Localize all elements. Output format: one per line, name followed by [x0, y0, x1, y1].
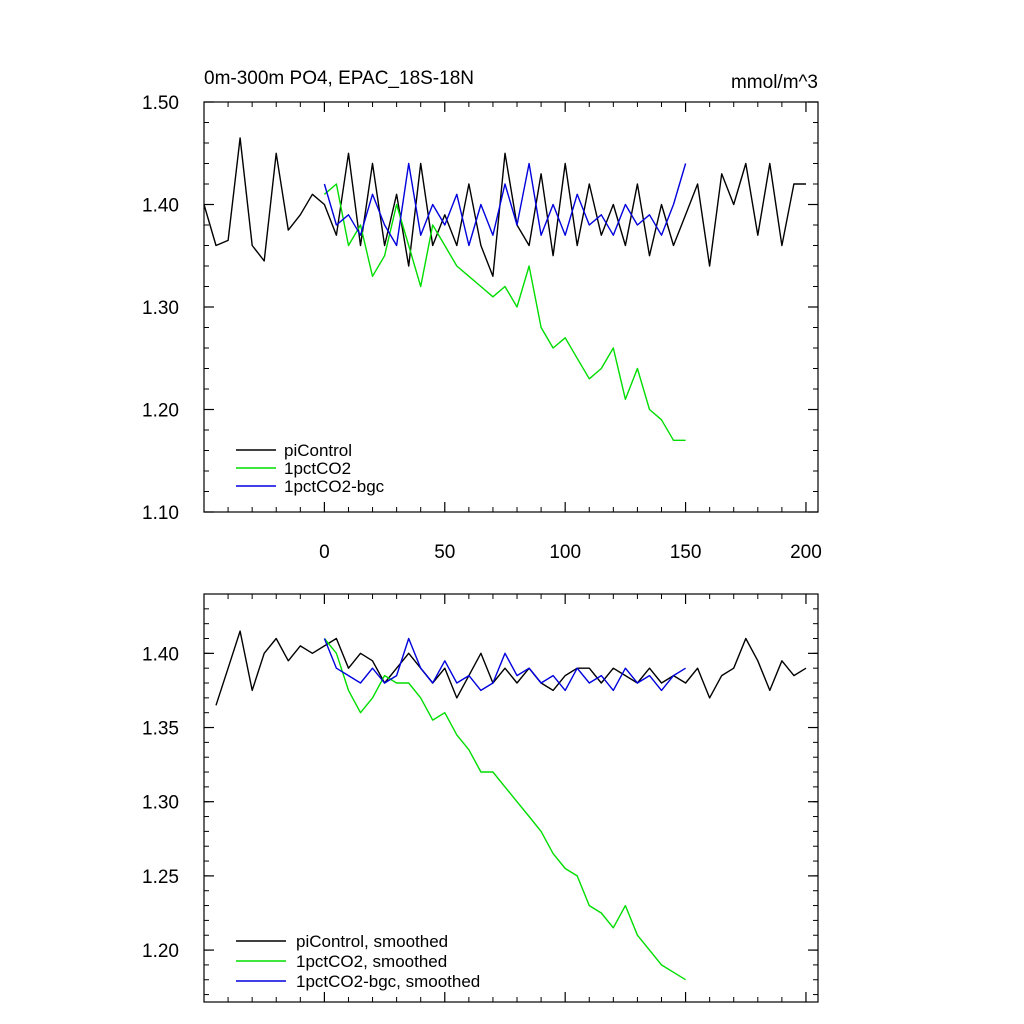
y-tick-label: 1.35	[142, 719, 179, 740]
y-tick-label: 1.40	[142, 196, 179, 217]
legend-label: piControl, smoothed	[296, 932, 448, 951]
units-label: mmol/m^3	[731, 72, 818, 93]
y-tick-label: 1.20	[142, 401, 179, 422]
chart-title: 0m-300m PO4, EPAC_18S-18N	[204, 68, 474, 89]
y-tick-label: 1.10	[142, 503, 179, 524]
y-tick-label: 1.30	[142, 298, 179, 319]
plot-frame	[203, 593, 819, 1003]
series-line-1pctco2	[323, 638, 686, 981]
series-line-1pctco2-bgc	[323, 162, 687, 247]
y-tick-label: 1.20	[142, 941, 179, 962]
series-line-picontrol	[203, 137, 806, 277]
x-tick-label: 100	[549, 542, 581, 563]
x-tick-label: 50	[434, 542, 455, 563]
legend-label: 1pctCO2-bgc, smoothed	[296, 972, 480, 991]
y-tick-label: 1.50	[142, 93, 179, 114]
y-tick-label: 1.25	[142, 867, 179, 888]
series-line-1pctco2	[323, 183, 686, 441]
series-line-1pctco2-bgc	[323, 637, 686, 692]
x-tick-label: 200	[790, 542, 822, 563]
top-panel: 1.10 1.20 1.30 1.40 1.50 0 50 100 150 200 0m-300m …	[142, 68, 822, 563]
x-tick-label: 0	[319, 542, 330, 563]
legend-label: 1pctCO2, smoothed	[296, 952, 447, 971]
x-tick-label: 150	[670, 542, 702, 563]
series-line-picontrol	[215, 630, 807, 706]
y-tick-label: 1.40	[142, 644, 179, 665]
legend-label: 1pctCO2	[284, 459, 351, 478]
legend-label: piControl	[284, 441, 352, 460]
y-tick-label: 1.30	[142, 793, 179, 814]
legend-label: 1pctCO2-bgc	[284, 477, 385, 496]
